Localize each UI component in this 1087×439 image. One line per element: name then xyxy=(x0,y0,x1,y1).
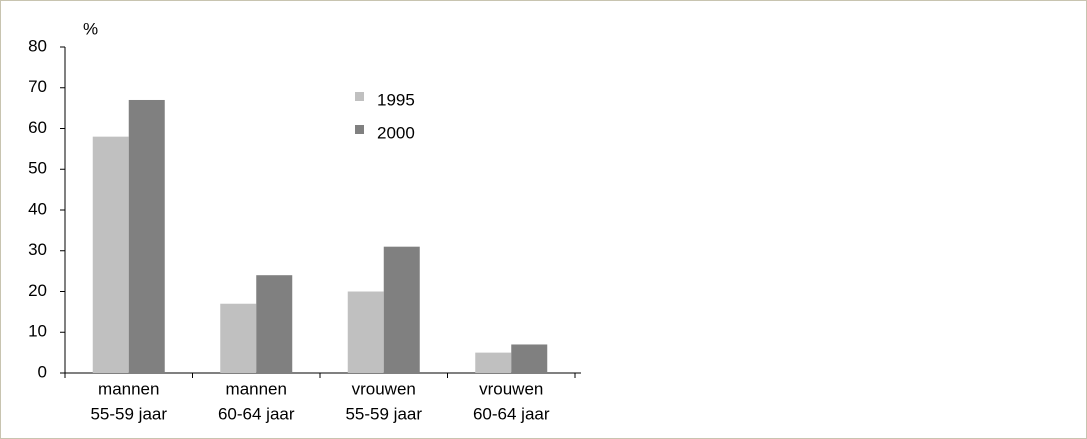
x-tick-label: 60-64 jaar xyxy=(218,404,295,423)
bar xyxy=(511,344,548,373)
x-tick-label: vrouwen xyxy=(352,379,416,398)
legend-label: 1995 xyxy=(377,90,415,109)
bar xyxy=(475,352,512,373)
x-tick-label: 60-64 jaar xyxy=(473,404,550,423)
legend-swatch xyxy=(355,125,364,134)
bar xyxy=(92,136,129,373)
y-tick-label: 40 xyxy=(28,199,47,218)
x-tick-label: mannen xyxy=(226,379,287,398)
x-tick-label: mannen xyxy=(98,379,159,398)
x-tick-label: 55-59 jaar xyxy=(90,404,167,423)
bar xyxy=(220,303,257,373)
y-tick-label: 0 xyxy=(38,362,47,381)
bar xyxy=(383,246,420,373)
x-tick-label: 55-59 jaar xyxy=(345,404,422,423)
legend-swatch xyxy=(355,92,364,101)
y-axis-label: % xyxy=(83,19,98,38)
y-tick-label: 50 xyxy=(28,159,47,178)
legend-label: 2000 xyxy=(377,123,415,142)
y-tick-label: 60 xyxy=(28,118,47,137)
y-tick-label: 70 xyxy=(28,77,47,96)
y-tick-label: 20 xyxy=(28,281,47,300)
bar xyxy=(128,99,165,373)
bar xyxy=(347,291,384,373)
y-tick-label: 80 xyxy=(28,36,47,55)
bar xyxy=(256,275,293,373)
y-tick-label: 10 xyxy=(28,322,47,341)
y-tick-label: 30 xyxy=(28,240,47,259)
x-tick-label: vrouwen xyxy=(479,379,543,398)
